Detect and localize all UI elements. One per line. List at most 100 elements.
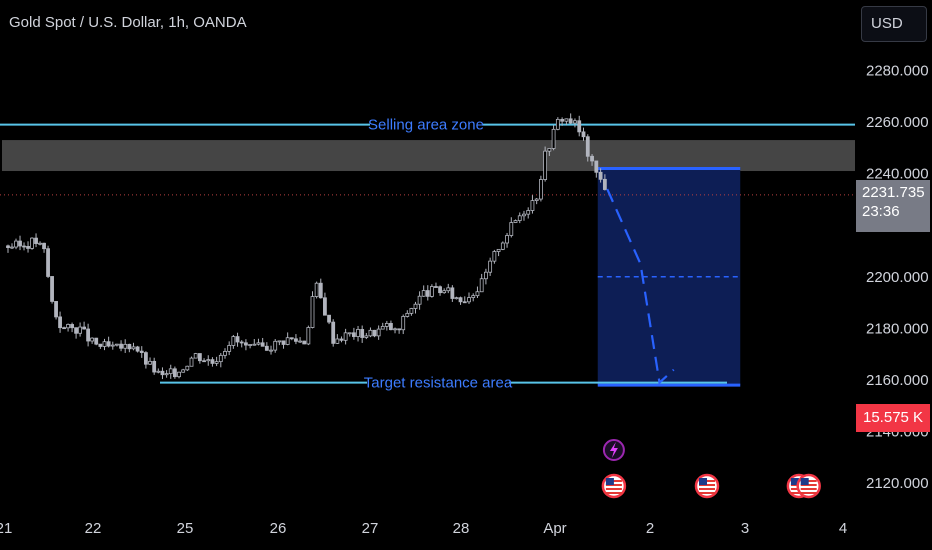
- candle-body: [14, 240, 18, 248]
- flag-canton: [800, 478, 809, 485]
- candle-body: [252, 343, 257, 346]
- current-price-label: 2231.735: [862, 184, 925, 201]
- currency-button[interactable]: USD: [861, 6, 927, 42]
- candle-body: [513, 220, 518, 223]
- candle-body: [496, 248, 501, 252]
- lightning-icon: [602, 439, 625, 461]
- candle-body: [376, 328, 381, 337]
- candle-body: [143, 352, 148, 365]
- candle-body: [131, 346, 136, 350]
- candle-body: [343, 332, 348, 341]
- y-tick-label: 2180.000: [866, 320, 929, 337]
- x-tick-label: 26: [270, 520, 287, 537]
- x-tick-label: 25: [177, 520, 194, 537]
- candle-body: [530, 200, 535, 211]
- candle-body: [425, 290, 430, 297]
- candle-body: [264, 345, 269, 351]
- candle-body: [594, 160, 599, 173]
- candle-body: [156, 370, 161, 373]
- us-flag-icon: [601, 473, 627, 499]
- candle-body: [206, 359, 211, 362]
- candle-body: [438, 286, 442, 294]
- candle-body: [281, 340, 286, 345]
- candle-body: [384, 323, 389, 327]
- x-tick-label: 22: [85, 520, 102, 537]
- x-tick-label: 4: [839, 520, 847, 537]
- candle-body: [331, 321, 336, 344]
- candle-body: [110, 344, 115, 347]
- candle-body: [66, 324, 70, 329]
- candle-body: [298, 340, 302, 343]
- candle-body: [573, 120, 577, 124]
- us-flag-icon: [694, 473, 720, 499]
- candle-body: [339, 338, 344, 341]
- candle-body: [294, 338, 298, 342]
- candle-body: [492, 251, 497, 262]
- annotation-label: Selling area zone: [368, 117, 484, 134]
- candle-body: [517, 215, 522, 221]
- candle-body: [372, 329, 377, 337]
- candle-body: [102, 341, 107, 347]
- candle-body: [197, 353, 202, 362]
- candle-body: [239, 341, 244, 344]
- candle-body: [413, 303, 418, 309]
- candle-body: [505, 235, 509, 244]
- candle-body: [405, 312, 410, 317]
- candle-body: [500, 242, 505, 250]
- candle-body: [74, 327, 78, 334]
- candle-body: [231, 336, 236, 346]
- y-tick-label: 2240.000: [866, 166, 929, 183]
- candle-body: [462, 301, 467, 304]
- candle-body: [484, 271, 488, 280]
- candle-body: [86, 328, 91, 342]
- candle-body: [285, 337, 290, 345]
- x-tick-label: 3: [741, 520, 749, 537]
- current-price-badge: 2231.735 23:36: [856, 180, 930, 232]
- candle-body: [235, 336, 240, 343]
- candle-body: [434, 286, 438, 288]
- candle-body: [360, 329, 365, 338]
- candle-body: [335, 338, 340, 344]
- candle-body: [227, 345, 232, 352]
- candle-body: [277, 340, 282, 343]
- candle-body: [577, 120, 582, 133]
- candle-body: [564, 118, 569, 122]
- candle-body: [26, 246, 30, 249]
- candle-body: [602, 178, 607, 190]
- candle-body: [467, 297, 471, 303]
- candle-body: [148, 360, 152, 365]
- candle-body: [106, 341, 111, 347]
- candle-body: [6, 245, 10, 248]
- candle-body: [22, 245, 26, 248]
- candle-body: [534, 198, 539, 201]
- candle-body: [58, 316, 62, 329]
- candle-body: [193, 353, 198, 359]
- candle-body: [560, 118, 565, 122]
- candle-body: [168, 368, 173, 375]
- candle-body: [364, 335, 369, 338]
- candle-body: [488, 260, 493, 273]
- candle-body: [70, 324, 74, 329]
- candle-body: [46, 248, 50, 277]
- candle-body: [429, 286, 434, 297]
- candle-body: [123, 343, 128, 349]
- candle-body: [135, 346, 140, 352]
- candle-body: [160, 370, 165, 376]
- candle-body: [590, 155, 594, 162]
- y-tick-label: 2200.000: [866, 269, 929, 286]
- candle-body: [551, 128, 556, 149]
- candle-body: [471, 295, 476, 298]
- candle-body: [50, 276, 54, 302]
- volume-badge: 15.575 K: [856, 404, 930, 432]
- candle-body: [446, 287, 451, 292]
- candle-body: [181, 369, 186, 373]
- candle-body: [450, 287, 455, 299]
- candle-body: [417, 295, 422, 305]
- candle-body: [248, 344, 253, 346]
- candle-body: [119, 343, 123, 349]
- candle-body: [314, 282, 319, 297]
- candle-body: [256, 342, 261, 345]
- candle-body: [244, 342, 248, 346]
